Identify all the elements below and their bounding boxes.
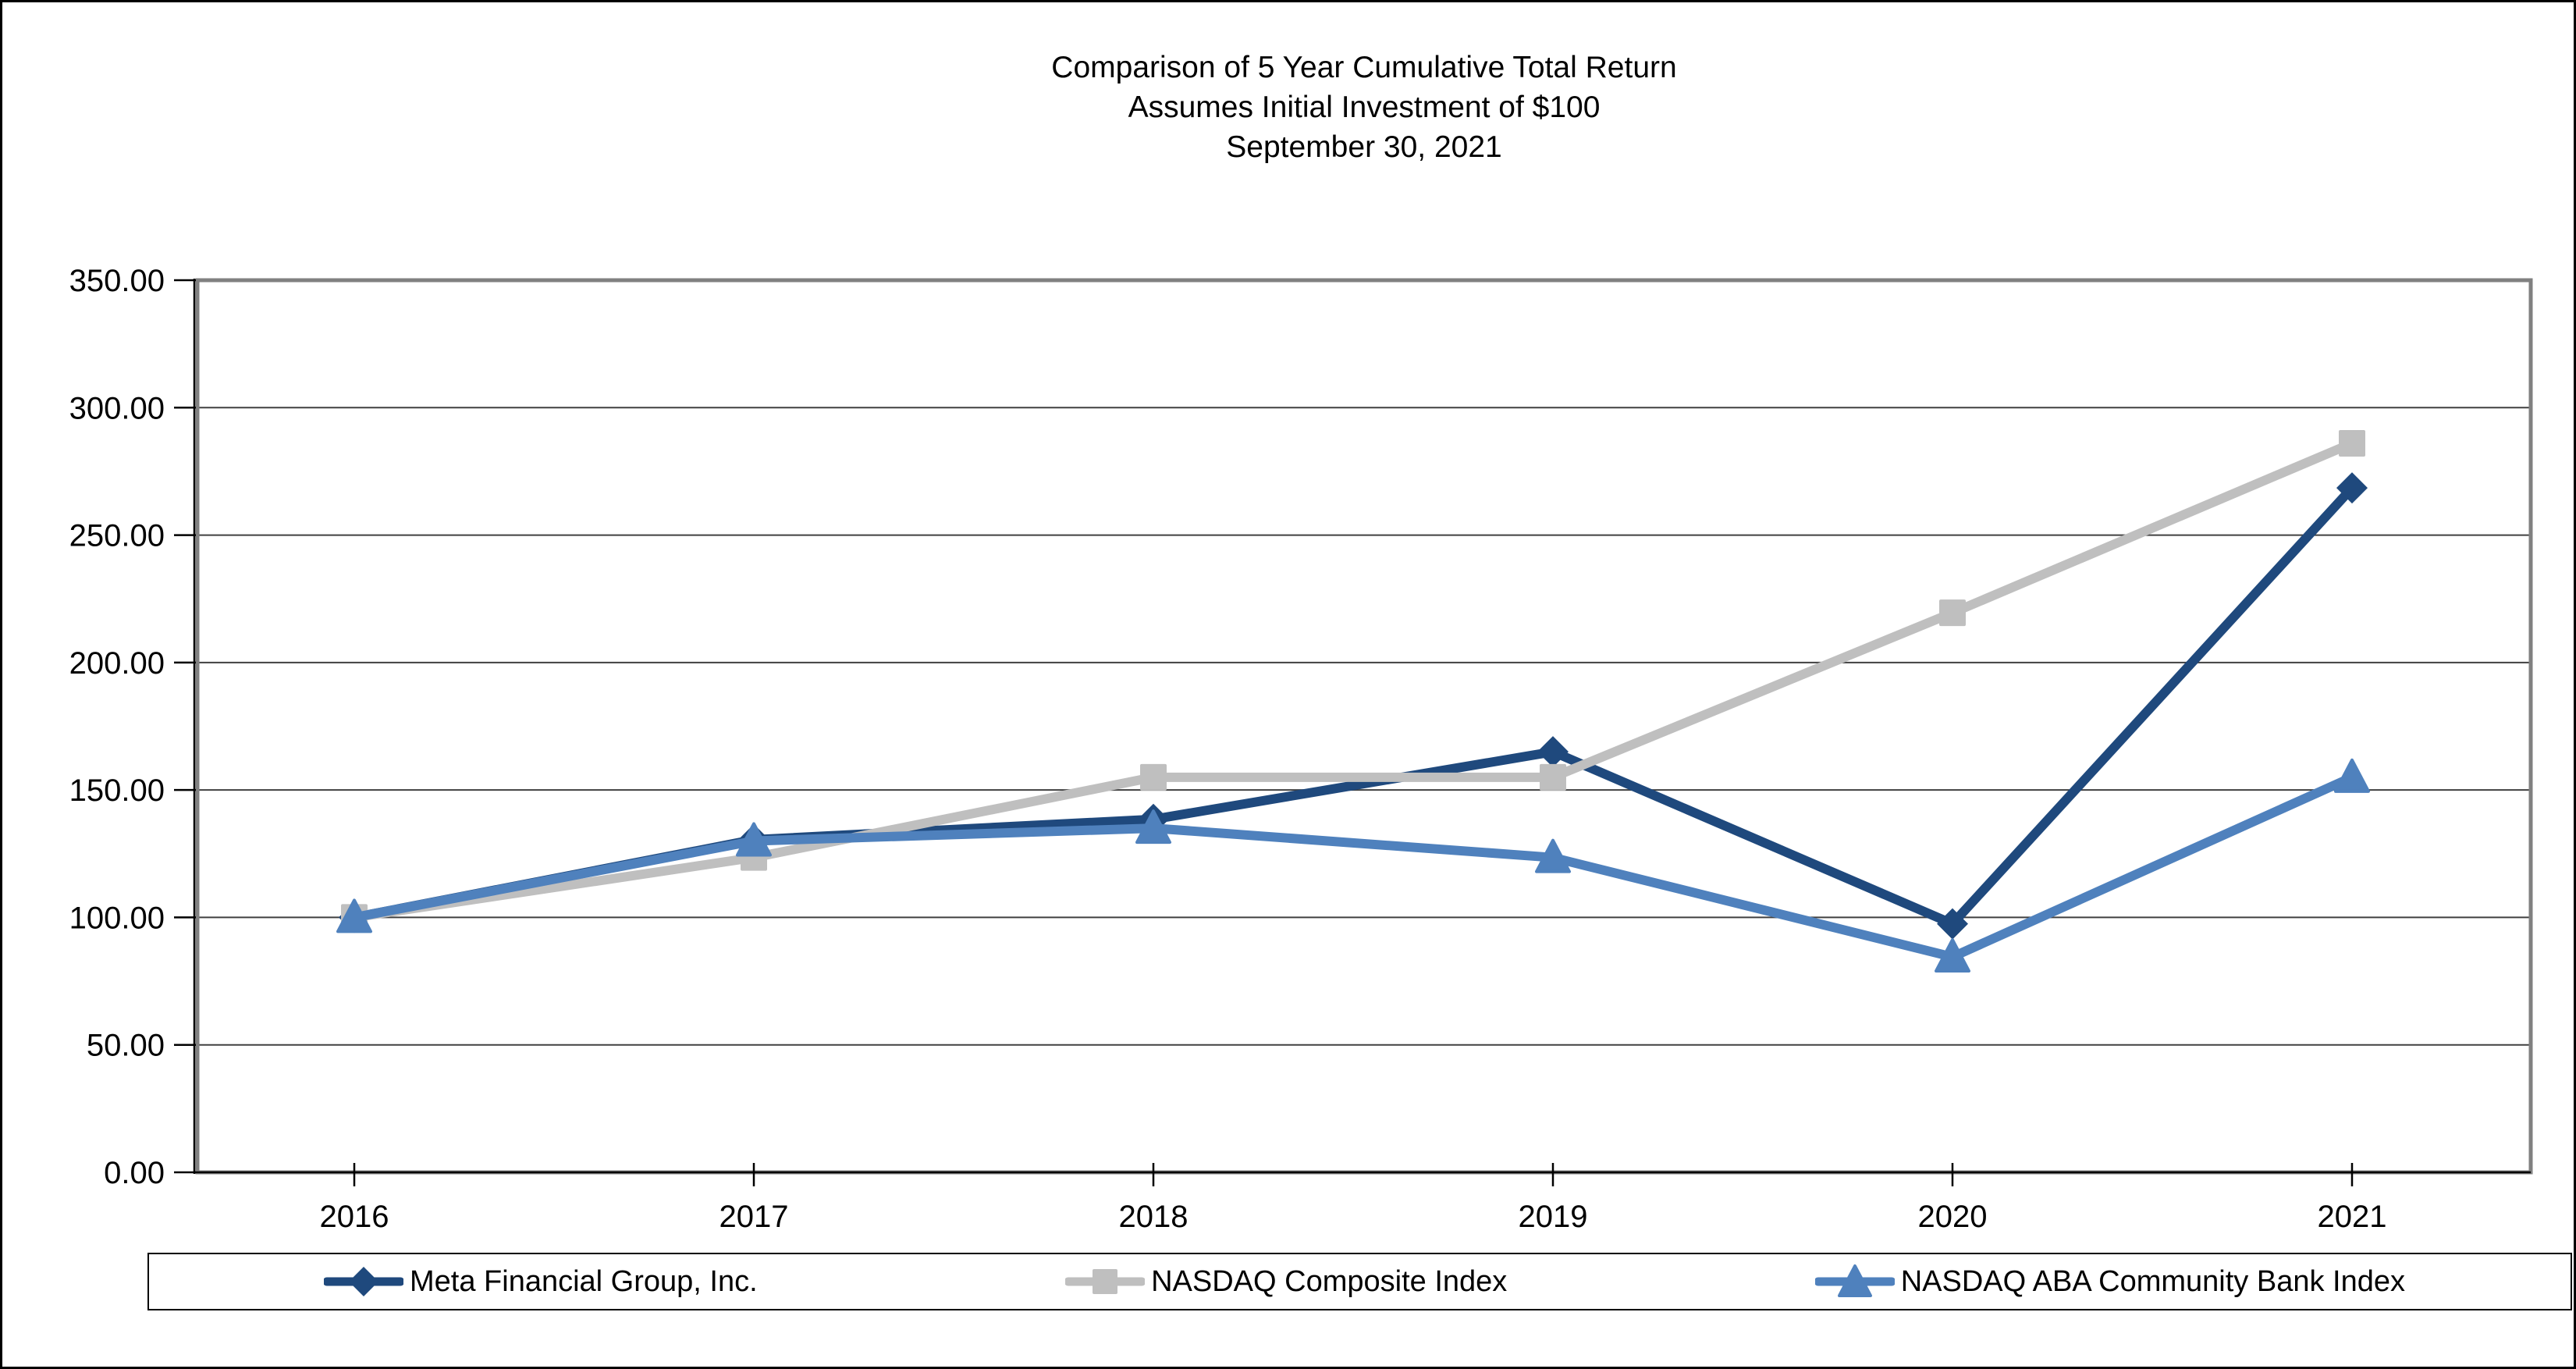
legend-item-nasdaq-aba: NASDAQ ABA Community Bank Index <box>1814 1263 2405 1300</box>
legend-marker-triangle-icon <box>1814 1264 1895 1297</box>
y-tick-label: 100.00 <box>69 901 165 935</box>
legend-label-nasdaq-aba: NASDAQ ABA Community Bank Index <box>1900 1264 2405 1298</box>
series-marker-0 <box>2336 472 2368 504</box>
chart-title-line3: September 30, 2021 <box>1226 130 1502 164</box>
series-marker-1 <box>1939 599 1966 627</box>
plot-border <box>195 278 2533 1175</box>
chart-legend: Meta Financial Group, Inc. NASDAQ Compos… <box>147 1253 2572 1310</box>
y-tick-label: 300.00 <box>69 391 165 425</box>
series-marker-0 <box>1937 908 1968 940</box>
y-tick-label: 350.00 <box>69 264 165 298</box>
y-tick-label: 0.00 <box>104 1156 165 1190</box>
x-axis-label: 2018 <box>1119 1200 1189 1234</box>
y-tick-label: 50.00 <box>87 1029 165 1063</box>
legend-marker-diamond-icon <box>324 1267 403 1296</box>
x-axis-label: 2019 <box>1519 1200 1588 1234</box>
x-axis-label: 2020 <box>1918 1200 1988 1234</box>
legend-item-nasdaq-composite: NASDAQ Composite Index <box>1065 1263 1507 1300</box>
chart-title-line1: Comparison of 5 Year Cumulative Total Re… <box>1051 51 1677 84</box>
series-marker-2 <box>1135 809 1171 845</box>
series-line-1 <box>354 439 2354 923</box>
series-marker-2 <box>1935 938 1970 973</box>
legend-label-meta-financial: Meta Financial Group, Inc. <box>410 1264 758 1298</box>
legend-marker-square-icon <box>1065 1269 1146 1294</box>
series-marker-2 <box>736 822 772 857</box>
series-marker-2 <box>336 898 372 933</box>
series-marker-1 <box>2339 430 2365 457</box>
y-tick-label: 200.00 <box>69 646 165 681</box>
y-tick-label: 250.00 <box>69 519 165 553</box>
series-line-2 <box>353 773 2354 962</box>
chart-title-line2: Assumes Initial Investment of $100 <box>1128 91 1601 124</box>
series-marker-1 <box>1540 763 1566 791</box>
series-marker-2 <box>2334 758 2370 793</box>
legend-item-meta-financial: Meta Financial Group, Inc. <box>324 1263 758 1300</box>
chart-title: Comparison of 5 Year Cumulative Total Re… <box>197 48 2531 167</box>
series-marker-2 <box>1535 838 1571 873</box>
legend-label-nasdaq-composite: NASDAQ Composite Index <box>1151 1264 1508 1298</box>
y-tick-label: 150.00 <box>69 773 165 808</box>
series-marker-0 <box>1537 736 1569 768</box>
x-axis-label: 2021 <box>2318 1200 2387 1234</box>
x-axis-label: 2017 <box>720 1200 789 1234</box>
series-marker-1 <box>1140 763 1167 791</box>
x-axis-label: 2016 <box>320 1200 389 1234</box>
